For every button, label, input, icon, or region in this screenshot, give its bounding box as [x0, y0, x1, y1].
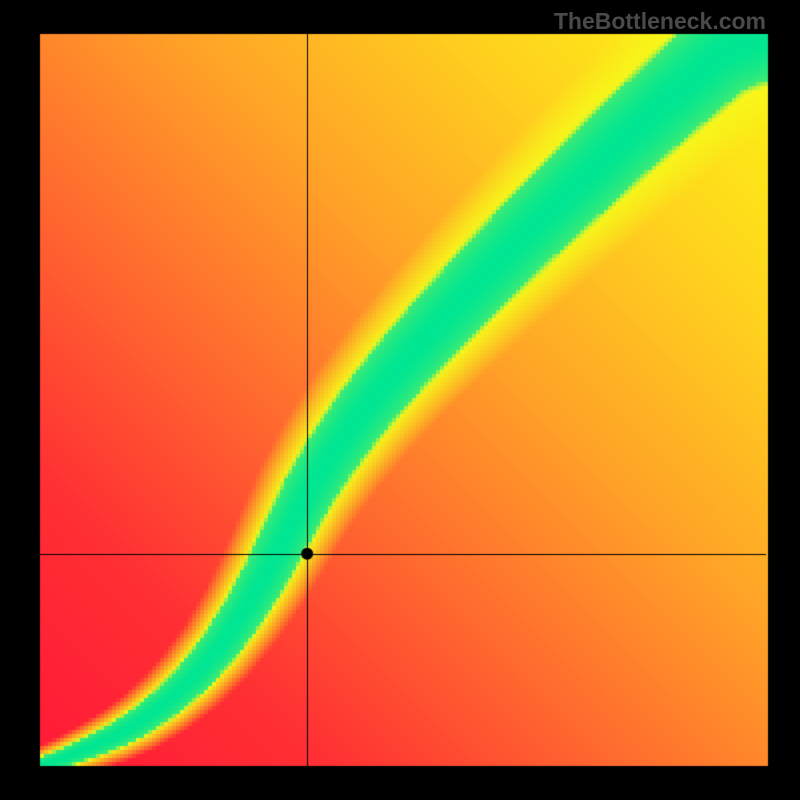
chart-container: TheBottleneck.com	[0, 0, 800, 800]
bottleneck-heatmap	[0, 0, 800, 800]
watermark-text: TheBottleneck.com	[554, 8, 766, 35]
